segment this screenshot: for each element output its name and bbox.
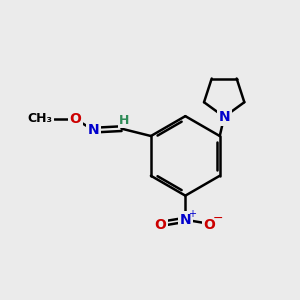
- Text: N: N: [179, 213, 191, 227]
- Text: −: −: [212, 212, 223, 225]
- Text: O: O: [69, 112, 81, 126]
- Text: CH₃: CH₃: [28, 112, 52, 125]
- Text: O: O: [203, 218, 215, 232]
- Text: N: N: [218, 110, 230, 124]
- Text: N: N: [88, 123, 99, 137]
- Text: O: O: [155, 218, 167, 232]
- Text: +: +: [188, 209, 196, 219]
- Text: H: H: [118, 114, 129, 127]
